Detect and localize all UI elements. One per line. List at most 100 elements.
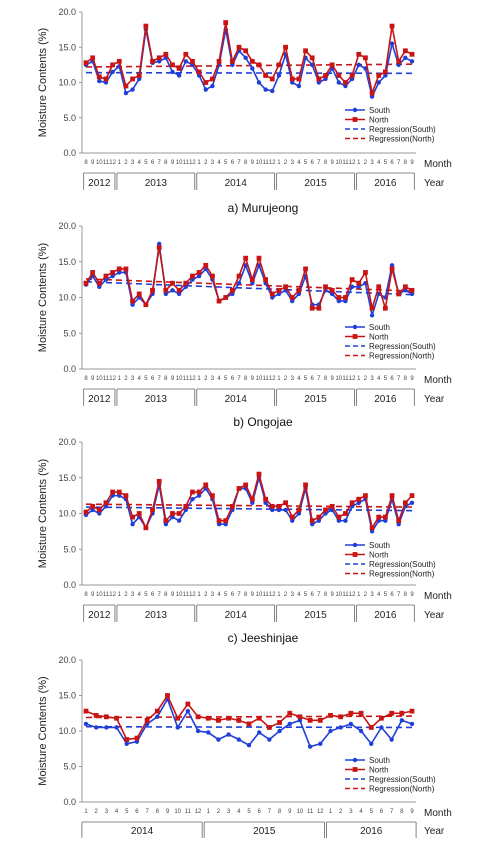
year-label: 2013 — [145, 394, 168, 405]
month-tick-label: 1 — [277, 376, 281, 382]
data-point-north — [256, 715, 262, 721]
month-tick-label: 6 — [231, 160, 235, 166]
data-point-north — [116, 489, 122, 495]
data-point-south — [246, 743, 252, 748]
month-tick-label: 3 — [291, 160, 295, 166]
month-tick-label: 9 — [410, 592, 414, 598]
month-tick-label: 8 — [324, 376, 328, 382]
series-line-south — [85, 474, 413, 534]
data-point-north — [382, 69, 388, 75]
year-bracket — [196, 388, 276, 406]
month-tick-label: 10 — [335, 160, 342, 166]
data-point-north — [409, 708, 415, 714]
y-tick-label: 20.0 — [58, 7, 76, 17]
data-point-north — [283, 500, 288, 506]
month-tick-label: 9 — [91, 592, 95, 598]
month-tick-label: 1 — [329, 809, 333, 815]
data-point-north — [216, 717, 221, 723]
data-point-south — [336, 518, 342, 523]
month-tick-label: 3 — [227, 809, 231, 815]
month-tick-label: 8 — [84, 376, 88, 382]
data-point-north — [409, 493, 415, 499]
month-tick-label: 5 — [144, 160, 148, 166]
month-tick-label: 2 — [217, 809, 221, 815]
legend-entry: Regression(South) — [369, 342, 436, 351]
month-tick-label: 7 — [390, 809, 394, 815]
month-tick-label: 7 — [317, 160, 321, 166]
year-bracket — [356, 388, 415, 406]
data-point-north — [130, 298, 135, 304]
month-tick-label: 6 — [151, 376, 155, 382]
data-point-north — [176, 66, 182, 71]
month-tick-label: 3 — [291, 592, 295, 598]
data-point-north — [323, 73, 328, 78]
legend-entry: North — [369, 766, 389, 775]
data-point-south — [409, 59, 415, 64]
year-label: 2015 — [304, 610, 327, 621]
data-point-north — [150, 58, 155, 64]
y-axis-label: Moisture Contents (%) — [37, 243, 49, 352]
data-point-north — [243, 255, 249, 261]
data-point-north — [269, 291, 275, 297]
month-tick-label: 8 — [244, 376, 248, 382]
data-point-south — [104, 725, 109, 730]
data-point-north — [90, 503, 96, 509]
panel-caption: a) Murujeong — [228, 201, 299, 215]
month-tick-label: 1 — [357, 376, 361, 382]
legend-entry: Regression(South) — [369, 560, 436, 569]
month-tick-label: 11 — [183, 376, 190, 382]
data-point-north — [376, 73, 382, 78]
data-point-north — [195, 714, 201, 720]
month-axis-title: Month — [424, 808, 452, 819]
y-tick-label: 5.0 — [63, 113, 76, 123]
data-point-north — [83, 708, 89, 714]
data-point-north — [256, 471, 262, 477]
legend: SouthNorthRegression(South)Regression(No… — [345, 323, 436, 361]
month-tick-label: 4 — [217, 376, 221, 382]
y-tick-label: 20.0 — [58, 221, 76, 231]
data-point-north — [190, 273, 195, 279]
month-tick-label: 9 — [251, 160, 255, 166]
month-tick-label: 9 — [410, 809, 414, 815]
data-point-north — [150, 507, 155, 513]
month-tick-label: 5 — [384, 376, 388, 382]
data-point-north — [287, 710, 293, 716]
data-point-north — [382, 305, 388, 311]
y-tick-label: 20.0 — [58, 437, 76, 447]
data-point-north — [183, 51, 189, 57]
month-tick-label: 6 — [151, 160, 155, 166]
month-tick-label: 4 — [297, 160, 301, 166]
data-point-south — [316, 80, 322, 85]
data-point-south — [369, 313, 375, 318]
month-tick-label: 1 — [277, 160, 281, 166]
month-axis-title: Month — [424, 591, 452, 602]
month-tick-label: 2 — [124, 592, 128, 598]
year-label: 2012 — [88, 394, 111, 405]
data-point-north — [103, 714, 109, 720]
data-point-north — [283, 44, 288, 50]
y-tick-label: 5.0 — [63, 762, 76, 772]
data-point-south — [409, 500, 415, 505]
data-point-south — [277, 728, 282, 734]
data-point-north — [316, 514, 322, 520]
data-point-north — [283, 284, 288, 290]
data-point-north — [368, 725, 374, 730]
month-tick-label: 7 — [145, 809, 149, 815]
data-point-south — [175, 725, 180, 730]
month-tick-label: 2 — [284, 592, 288, 598]
month-tick-label: 2 — [364, 160, 368, 166]
data-point-south — [83, 721, 89, 727]
data-point-north — [256, 255, 262, 261]
month-tick-label: 8 — [278, 809, 282, 815]
data-point-south — [343, 83, 348, 89]
month-tick-label: 5 — [384, 160, 388, 166]
regression-line-south — [85, 506, 413, 512]
month-tick-label: 11 — [103, 376, 110, 382]
data-point-north — [83, 280, 89, 286]
data-point-north — [185, 701, 191, 707]
data-point-south — [263, 87, 268, 92]
legend-marker — [352, 767, 358, 772]
data-point-south — [230, 62, 235, 68]
month-tick-label: 11 — [342, 376, 349, 382]
y-tick-label: 0.0 — [63, 148, 76, 158]
